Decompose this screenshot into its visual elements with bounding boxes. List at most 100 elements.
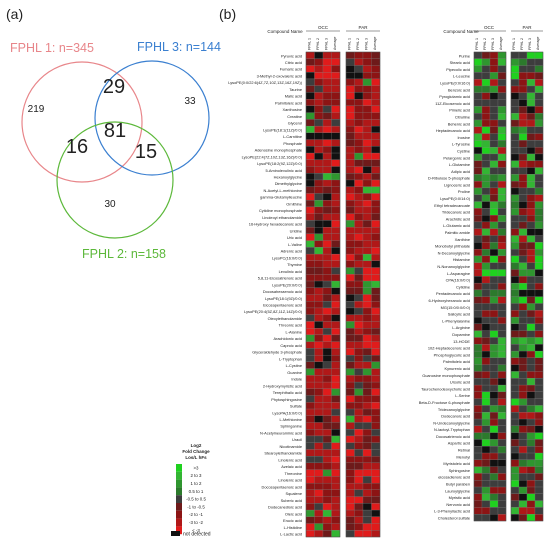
right-heatmap-cell [497, 92, 507, 100]
legend-label: 2 to 3 [191, 473, 203, 478]
left-heatmap-cell [322, 395, 332, 403]
right-heatmap-cell [481, 147, 491, 155]
legend-swatch [176, 510, 182, 519]
right-heatmap-cell [473, 51, 483, 59]
left-row-label: Glycerol [288, 121, 302, 126]
right-heatmap-cell [534, 391, 544, 399]
left-heatmap-cell [314, 503, 324, 511]
left-heatmap-cell [314, 274, 324, 282]
right-heatmap-cell [518, 147, 528, 155]
left-heatmap-cell [322, 206, 332, 214]
right-heatmap-cell [481, 378, 491, 386]
right-heatmap-cell [489, 187, 499, 195]
right-row-label: Xanthine [455, 237, 470, 242]
left-row-label: Threonine [284, 471, 302, 476]
right-heatmap-cell [510, 262, 520, 270]
left-heatmap-cell [362, 200, 372, 208]
right-heatmap-cell [473, 357, 483, 365]
right-heatmap-cell [497, 248, 507, 257]
right-heatmap-cell [489, 507, 499, 515]
left-heatmap-cell [305, 206, 315, 214]
right-heatmap-cell [510, 405, 520, 413]
legend-swatch [176, 518, 182, 527]
right-row-label: Purine [459, 53, 470, 58]
left-heatmap-cell [371, 301, 381, 309]
right-heatmap-cell [526, 187, 536, 195]
left-heatmap-cell [331, 321, 341, 329]
legend: >3 2 to 3 1 to 2 0.5 to 1 -0.5 to 0.5 -1 to -… [176, 464, 206, 535]
left-heatmap-cell [362, 503, 372, 511]
left-heatmap-cell [362, 206, 372, 214]
right-heatmap-cell [518, 119, 528, 127]
left-heatmap-cell [331, 233, 341, 241]
left-par-header: PAR [359, 25, 369, 30]
right-heatmap-cell [518, 242, 528, 250]
column-header-par-4: Average [536, 37, 540, 50]
left-heatmap-cell [322, 462, 332, 470]
right-heatmap-cell [510, 248, 520, 257]
right-heatmap-cell [534, 119, 544, 127]
left-heatmap-cell [314, 105, 324, 113]
right-heatmap-cell [489, 473, 499, 481]
left-heatmap-cell [305, 200, 315, 208]
left-heatmap-cell [354, 408, 364, 416]
left-heatmap-cell [331, 328, 341, 336]
right-heatmap-cell [497, 262, 507, 270]
left-heatmap-cell [354, 132, 364, 140]
left-heatmap-cell [354, 307, 364, 315]
left-row-label: Oleoylethanolamide [268, 316, 302, 321]
right-heatmap-cell [534, 126, 544, 134]
right-heatmap-cell [510, 500, 520, 508]
right-heatmap-cell [510, 425, 520, 433]
left-heatmap-cell [305, 462, 315, 470]
left-heatmap-cell [305, 132, 315, 140]
left-heatmap-cell [354, 476, 364, 484]
left-heatmap-cell [354, 139, 364, 147]
right-heatmap-cell [489, 337, 499, 345]
left-row-label: Fumaric acid [280, 67, 302, 72]
right-heatmap-cell [481, 208, 491, 216]
right-heatmap-cell [518, 187, 528, 195]
right-heatmap-cell [473, 459, 483, 467]
left-heatmap-cell [354, 442, 364, 450]
right-heatmap-cell [473, 248, 483, 257]
left-row-label: Sulfate [290, 404, 302, 409]
left-heatmap-cell [371, 146, 381, 154]
right-row-label: L-Arginine [452, 325, 470, 330]
right-heatmap-cell [534, 282, 544, 291]
left-heatmap-cell [354, 233, 364, 241]
left-heatmap-cell [322, 85, 332, 93]
left-heatmap-cell [322, 341, 332, 349]
right-heatmap-cell [526, 72, 536, 80]
right-heatmap-cell [497, 276, 507, 284]
legend-swatch [176, 479, 182, 488]
right-heatmap-cell [534, 160, 544, 168]
right-heatmap-cell [489, 167, 499, 175]
right-heatmap-cell [489, 242, 499, 250]
right-heatmap-cell [518, 493, 528, 501]
right-heatmap-cell [473, 140, 483, 148]
right-heatmap-cell [526, 255, 536, 263]
left-heatmap-cell [331, 152, 341, 160]
right-heatmap-cell [510, 65, 520, 73]
right-heatmap-cell [534, 242, 544, 250]
right-heatmap-cell [518, 514, 528, 522]
left-heatmap-cell [331, 408, 341, 416]
right-heatmap-cell [526, 486, 536, 494]
left-heatmap-cell [354, 186, 364, 194]
right-heatmap-cell [473, 500, 483, 508]
right-heatmap-cell [526, 473, 536, 481]
right-heatmap-cell [526, 58, 536, 66]
left-heatmap-cell [314, 253, 324, 261]
right-heatmap-cell [534, 235, 544, 243]
right-heatmap-cell [518, 282, 528, 291]
left-heatmap-cell [371, 375, 381, 383]
left-row-label: Sphinganine [280, 424, 302, 429]
left-heatmap-cell [314, 179, 324, 187]
left-row-label: Palmitoleic acid [275, 100, 302, 105]
right-compound-header: Compound Name [443, 29, 479, 34]
left-heatmap-cell [345, 260, 355, 268]
right-heatmap-cell [518, 167, 528, 175]
left-heatmap-cell [305, 179, 315, 187]
left-heatmap-cell [371, 341, 381, 349]
